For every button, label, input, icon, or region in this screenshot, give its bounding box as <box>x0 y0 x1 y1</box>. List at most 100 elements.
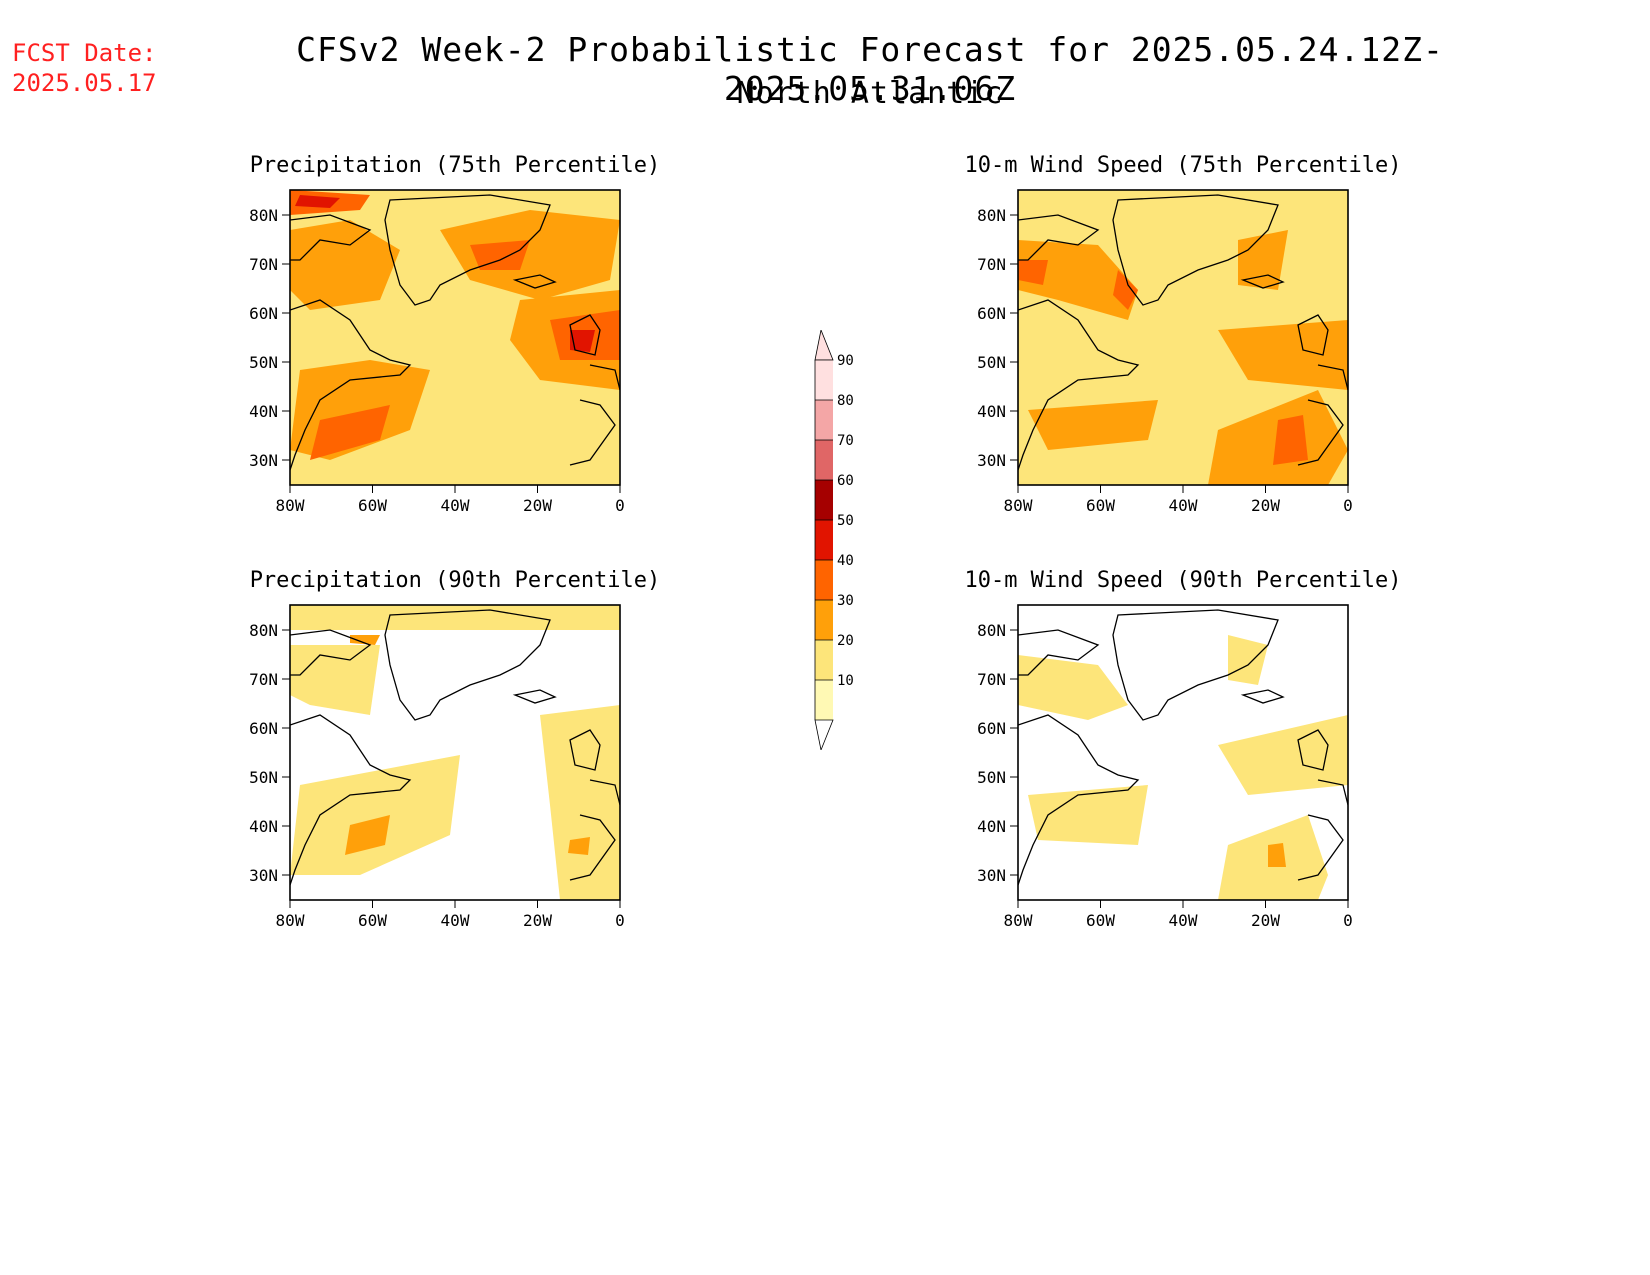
lat-tick-label: 60N <box>249 304 278 323</box>
lat-tick-label: 70N <box>977 255 1006 274</box>
probability-contour <box>345 815 390 855</box>
lon-tick-label: 20W <box>1251 496 1280 515</box>
colorbar-tick-label: 50 <box>837 513 854 529</box>
wind-90-map-panel: 10-m Wind Speed (90th Percentile) 80N 70N 6… <box>958 565 1418 995</box>
fcst-label-text: FCST Date: <box>12 39 157 67</box>
coastline <box>290 714 412 886</box>
coastline <box>1018 299 1140 471</box>
coastline <box>512 689 557 704</box>
probability-contour <box>1228 635 1268 685</box>
colorbar-segment <box>815 480 833 520</box>
lat-tick-label: 40N <box>977 817 1006 836</box>
coastline <box>569 779 620 881</box>
lon-tick-label: 20W <box>1251 911 1280 930</box>
coastline <box>1112 194 1279 306</box>
coastline <box>1297 729 1329 771</box>
colorbar-tick-label: 40 <box>837 553 854 569</box>
coastline <box>1240 274 1285 289</box>
coastline <box>1297 364 1348 466</box>
lon-tick-label: 0 <box>1343 911 1353 930</box>
coastline <box>1240 689 1285 704</box>
forecast-date-label: FCST Date: 2025.05.17 <box>12 38 157 98</box>
probability-contour <box>295 195 340 208</box>
coastline <box>569 364 620 466</box>
probability-contour <box>540 705 620 900</box>
probability-contour <box>1218 320 1348 390</box>
lat-tick-label: 50N <box>977 353 1006 372</box>
coastline <box>512 274 557 289</box>
map-area: 80N 70N 60N 50N 40N 30N 80W 60W 40W 20W 0 <box>977 604 1353 930</box>
lat-tick-label: 30N <box>249 451 278 470</box>
probability-contour <box>350 635 380 645</box>
precip-90-map-panel: Precipitation (90th Percentile) 80N 70N 60N… <box>230 565 690 995</box>
colorbar-tick-label: 30 <box>837 593 854 609</box>
probability-contour <box>1273 415 1308 465</box>
lon-tick-label: 60W <box>1086 496 1115 515</box>
lon-tick-label: 80W <box>276 496 305 515</box>
probability-contour <box>1218 715 1348 795</box>
lon-tick-label: 0 <box>615 496 625 515</box>
wind-75-map-panel: 10-m Wind Speed (75th Percentile) 80N 70N 6… <box>958 150 1418 580</box>
coastline <box>1297 314 1329 356</box>
lon-tick-label: 40W <box>1169 911 1198 930</box>
lat-tick-label: 80N <box>977 206 1006 225</box>
panel-title: 10-m Wind Speed (75th Percentile) <box>964 153 1401 178</box>
colorbar-tick-label: 90 <box>837 353 854 369</box>
colorbar-segment <box>815 560 833 600</box>
colorbar-top-cap <box>814 330 834 361</box>
colorbar-bottom-cap <box>814 719 834 750</box>
lat-tick-label: 50N <box>249 768 278 787</box>
map-area: 80N 70N 60N 50N 40N 30N 80W 60W 40W 20W 0 <box>249 189 625 515</box>
lat-tick-label: 30N <box>977 451 1006 470</box>
lon-tick-label: 60W <box>358 911 387 930</box>
map-area: 80N 70N 60N 50N 40N 30N 80W 60W 40W 20W 0 <box>249 604 625 930</box>
colorbar-segment <box>815 640 833 680</box>
map-svg: 10-m Wind Speed (75th Percentile) 80N 70N 6… <box>964 153 1401 515</box>
probability-contour <box>310 405 390 460</box>
colorbar-tick-label: 60 <box>837 473 854 489</box>
lon-tick-label: 0 <box>615 911 625 930</box>
lat-tick-label: 70N <box>249 255 278 274</box>
probability-contour <box>1238 230 1288 290</box>
colorbar-segment <box>815 520 833 560</box>
colorbar-tick-label: 80 <box>837 393 854 409</box>
map-svg: Precipitation (75th Percentile) 80N 70N 60N… <box>249 153 660 515</box>
coastline <box>290 629 372 676</box>
lat-tick-label: 80N <box>249 206 278 225</box>
coastline <box>569 729 601 771</box>
page-title: CFSv2 Week-2 Probabilistic Forecast for … <box>296 30 1444 108</box>
coastline <box>569 314 601 356</box>
probability-contour <box>1028 785 1148 845</box>
lat-tick-label: 40N <box>249 817 278 836</box>
lon-tick-label: 60W <box>1086 911 1115 930</box>
probability-contour <box>1113 270 1138 310</box>
lat-tick-label: 40N <box>249 402 278 421</box>
lon-tick-label: 40W <box>441 496 470 515</box>
colorbar-tick-label: 20 <box>837 633 854 649</box>
lat-tick-label: 60N <box>249 719 278 738</box>
coastline <box>1018 714 1140 886</box>
coastline <box>290 214 372 261</box>
colorbar-tick-label: 70 <box>837 433 854 449</box>
probability-contour <box>1018 655 1128 720</box>
colorbar-tick-label: 10 <box>837 673 854 689</box>
coastline <box>384 609 551 721</box>
lat-tick-label: 60N <box>977 304 1006 323</box>
lon-tick-label: 20W <box>523 496 552 515</box>
lon-tick-label: 40W <box>441 911 470 930</box>
lon-tick-label: 0 <box>1343 496 1353 515</box>
lon-tick-label: 80W <box>1004 496 1033 515</box>
lat-tick-label: 30N <box>249 866 278 885</box>
lon-tick-label: 80W <box>1004 911 1033 930</box>
precip-75-map-panel: Precipitation (75th Percentile) 80N 70N 60N… <box>230 150 690 580</box>
colorbar-segment <box>815 400 833 440</box>
lat-tick-label: 80N <box>249 621 278 640</box>
probability-contour <box>470 240 530 270</box>
colorbar-segment <box>815 680 833 720</box>
map-area: 80N 70N 60N 50N 40N 30N 80W 60W 40W 20W 0 <box>977 189 1353 515</box>
fcst-date-value: 2025.05.17 <box>12 69 157 97</box>
probability-contour <box>1268 843 1286 867</box>
lat-tick-label: 70N <box>977 670 1006 689</box>
coastline <box>290 299 412 471</box>
lat-tick-label: 50N <box>249 353 278 372</box>
